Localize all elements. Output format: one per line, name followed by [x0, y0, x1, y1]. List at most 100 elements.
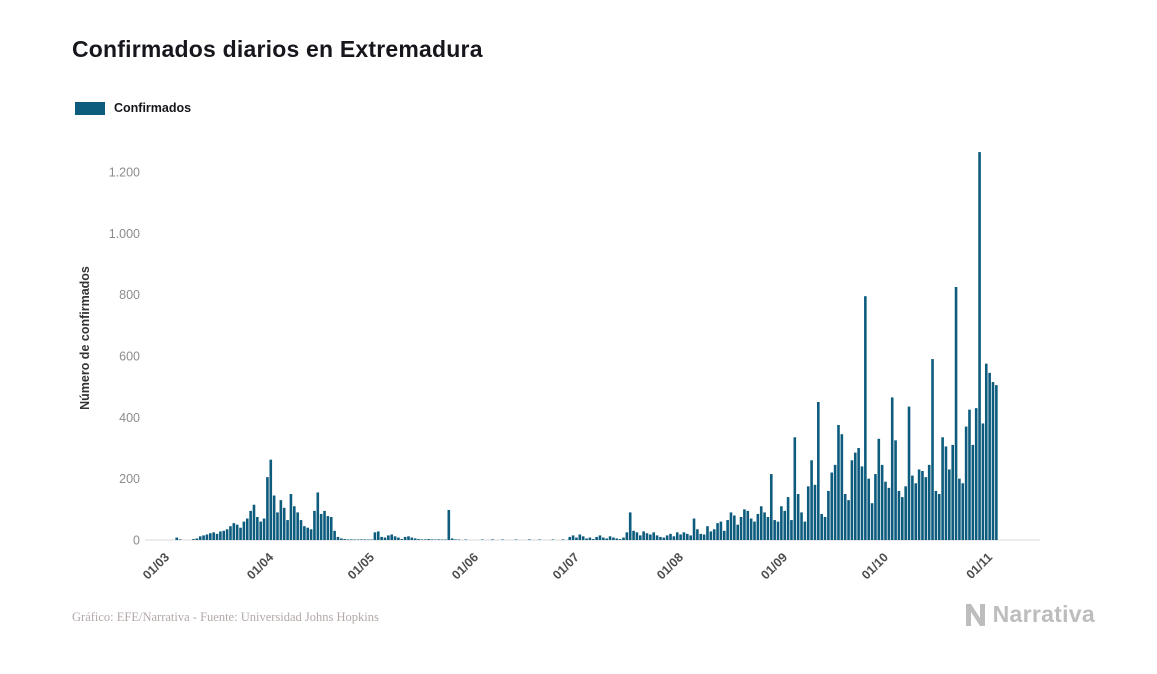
bar	[195, 538, 199, 540]
bar	[215, 533, 219, 540]
x-tick-label: 01/06	[449, 550, 481, 582]
source-credit: Gráfico: EFE/Narrativa - Fuente: Univers…	[72, 610, 379, 624]
bar	[581, 536, 585, 540]
bar	[769, 474, 773, 540]
bar	[245, 518, 249, 540]
bar	[820, 513, 823, 540]
bar	[289, 494, 293, 540]
bar	[810, 460, 813, 540]
bar	[605, 538, 608, 540]
bar	[424, 539, 427, 540]
y-tick-label: 0	[133, 534, 140, 548]
bar	[894, 440, 897, 540]
bar	[682, 532, 686, 540]
bar	[235, 524, 239, 540]
bar	[927, 464, 931, 540]
bar	[296, 512, 299, 540]
bar	[739, 517, 743, 540]
bar	[991, 382, 995, 540]
bar	[833, 464, 837, 540]
narrativa-logo: Narrativa	[962, 601, 1095, 628]
bar	[363, 539, 367, 540]
bar	[887, 487, 891, 540]
bar	[823, 517, 827, 540]
bar	[860, 466, 864, 540]
bar	[551, 539, 555, 540]
brand-wordmark: Narrativa	[992, 601, 1095, 627]
bar	[571, 535, 575, 540]
bar	[380, 536, 383, 540]
bar	[514, 539, 518, 540]
bar	[262, 518, 266, 540]
bar	[192, 539, 195, 540]
bar	[773, 520, 776, 540]
bar	[827, 490, 830, 540]
bar	[709, 531, 713, 540]
bar	[286, 520, 289, 540]
bar	[971, 444, 975, 540]
bar	[689, 535, 692, 540]
bar	[984, 363, 988, 540]
bar	[853, 452, 857, 540]
x-tick-label: 01/08	[654, 550, 686, 582]
x-tick-label: 01/04	[244, 550, 276, 582]
bar	[612, 537, 615, 540]
y-tick-label: 200	[119, 472, 140, 486]
bar	[988, 372, 991, 540]
bar	[937, 494, 941, 540]
bar	[447, 509, 451, 540]
bar	[366, 539, 370, 540]
bar	[867, 478, 871, 540]
bar	[618, 539, 622, 540]
bar	[696, 529, 699, 540]
legend: Confirmados	[75, 101, 191, 115]
bar	[222, 530, 226, 540]
bar	[743, 509, 746, 540]
bar	[219, 531, 222, 540]
bar	[316, 492, 320, 540]
bar	[209, 533, 212, 540]
bar	[333, 530, 336, 540]
bar	[538, 539, 541, 540]
bar	[202, 535, 205, 540]
bar	[699, 533, 703, 540]
bar	[850, 460, 854, 540]
bar	[628, 512, 632, 540]
bar	[645, 533, 649, 540]
bar	[917, 469, 921, 540]
bar	[232, 523, 236, 540]
bar	[951, 444, 954, 540]
bar	[662, 537, 666, 540]
bar	[934, 490, 938, 540]
chart-title: Confirmados diarios en Extremadura	[72, 36, 483, 62]
bar	[266, 477, 269, 540]
bar	[759, 506, 763, 540]
bar	[279, 500, 283, 540]
bar	[800, 512, 803, 540]
bar	[961, 483, 965, 540]
bar	[974, 408, 978, 540]
bar	[591, 539, 595, 540]
bar	[360, 539, 363, 540]
bar	[343, 539, 346, 540]
bar	[766, 517, 770, 540]
bar	[481, 539, 484, 540]
bar	[376, 531, 380, 540]
bar	[393, 536, 397, 540]
bar	[205, 534, 209, 540]
bar	[763, 512, 766, 540]
bar	[350, 539, 353, 540]
bar	[786, 497, 790, 540]
bar	[914, 483, 918, 540]
bar	[427, 539, 430, 540]
bar	[457, 539, 461, 540]
bar	[995, 385, 998, 540]
bar	[948, 469, 951, 540]
bar	[736, 524, 739, 540]
bar	[746, 510, 750, 540]
bar	[276, 512, 279, 540]
bar	[665, 535, 669, 540]
bar	[299, 520, 303, 540]
bar	[198, 536, 202, 540]
